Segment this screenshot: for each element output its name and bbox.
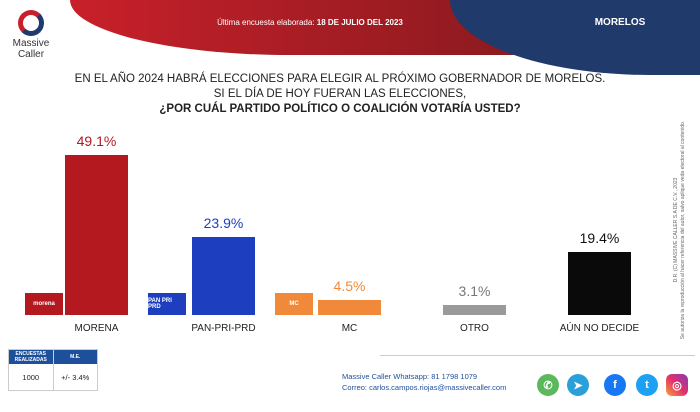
bar-3	[443, 304, 506, 315]
question-line2: SI EL DÍA DE HOY FUERAN LAS ELECCIONES,	[213, 88, 467, 100]
massive-caller-logo: Massive Caller	[6, 10, 56, 60]
question-line1: EN EL AÑO 2024 HABRÁ ELECCIONES PARA ELE…	[74, 73, 606, 85]
bar-4	[568, 251, 631, 315]
logo-icon	[18, 10, 44, 36]
me-header: M.E.	[70, 354, 81, 360]
whatsapp-icon[interactable]: ✆	[537, 374, 559, 396]
copyright-line2: Se autoriza la reproducción al hacer ref…	[680, 120, 686, 340]
category-label: MC	[341, 323, 358, 334]
party-logo-2: MC	[275, 293, 313, 315]
data-label: 4.5%	[333, 278, 366, 295]
contact-info: Massive Caller Whatsapp: 81 1798 1079 Co…	[342, 371, 506, 393]
survey-info-table: ENCUESTAS REALIZADAS M.E. 1000 +/- 3.4%	[8, 349, 98, 391]
category-label: OTRO	[460, 323, 489, 334]
question: EN EL AÑO 2024 HABRÁ ELECCIONES PARA ELE…	[60, 72, 620, 117]
category-label: MORENA	[74, 323, 119, 334]
survey-date-label: Última encuesta elaborada:	[217, 18, 315, 27]
me-value: +/- 3.4%	[61, 372, 90, 382]
state-title: MORELOS	[594, 17, 646, 28]
contact-whatsapp: Massive Caller Whatsapp: 81 1798 1079	[342, 372, 478, 381]
header-banner-blue	[450, 0, 700, 75]
question-line3: ¿POR CUÁL PARTIDO POLÍTICO O COALICIÓN V…	[159, 103, 521, 115]
data-label: 19.4%	[579, 229, 620, 246]
category-label: AÚN NO DECIDE	[559, 323, 640, 334]
survey-date-value: 18 DE JULIO DEL 2023	[316, 18, 403, 27]
party-logo-0: morena	[25, 293, 63, 315]
data-label: 23.9%	[203, 215, 244, 232]
bar-1	[192, 237, 255, 315]
contact-email[interactable]: Correo: carlos.campos.riojas@massivecall…	[342, 383, 507, 392]
surveys-header: ENCUESTAS REALIZADAS	[9, 350, 54, 364]
data-label: 3.1%	[458, 282, 491, 299]
twitter-icon[interactable]: t	[636, 374, 658, 396]
data-label: 49.1%	[76, 133, 117, 149]
survey-date: Última encuesta elaborada: 18 DE JULIO D…	[160, 18, 460, 27]
logo-line1: Massive	[12, 38, 50, 49]
surveys-value: 1000	[9, 364, 54, 390]
category-label: PAN-PRI-PRD	[191, 323, 256, 334]
bar-2	[318, 300, 381, 315]
telegram-icon[interactable]: ➤	[567, 374, 589, 396]
copyright-note: D.R. (C) MASSIVE CALLER S.A DE C.V., 202…	[660, 121, 700, 339]
instagram-icon[interactable]: ◎	[666, 374, 688, 396]
copyright-line1: D.R. (C) MASSIVE CALLER S.A DE C.V., 202…	[673, 177, 679, 283]
facebook-icon[interactable]: f	[604, 374, 626, 396]
divider	[380, 355, 695, 356]
logo-line2: Caller	[17, 49, 45, 60]
bar-0	[65, 155, 128, 315]
party-logo-1: PAN PRI PRD	[148, 293, 186, 315]
